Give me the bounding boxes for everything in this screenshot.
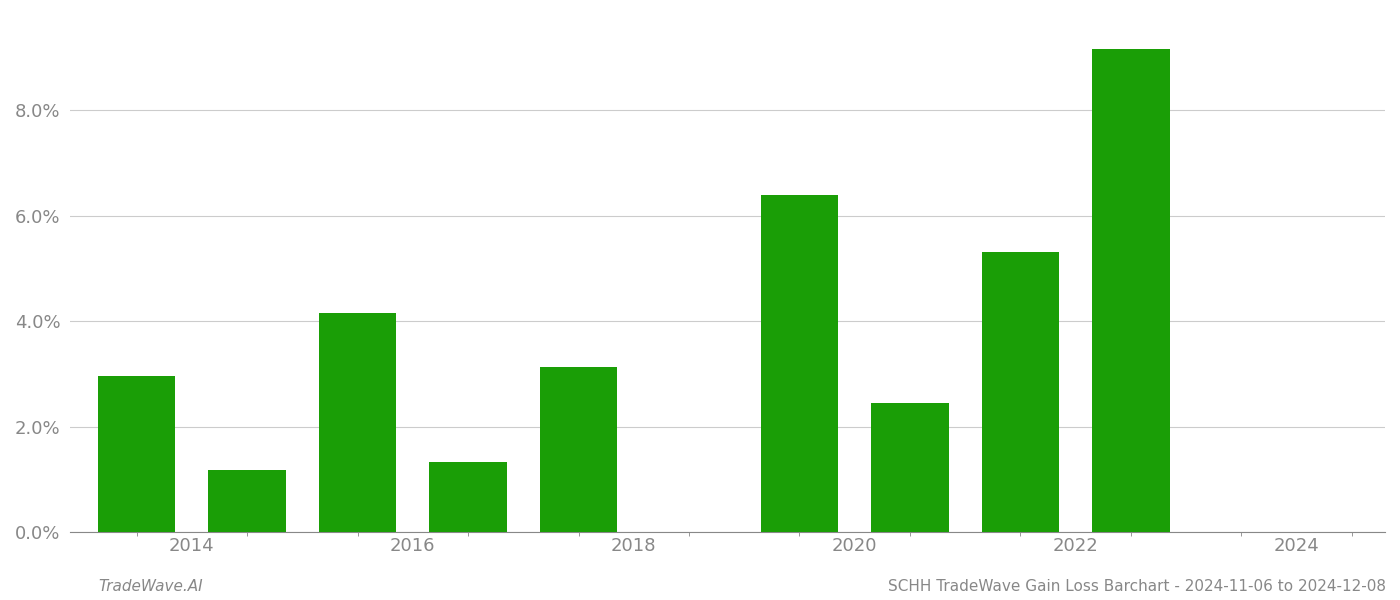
Bar xyxy=(760,196,839,532)
Bar xyxy=(1092,49,1169,532)
Bar xyxy=(98,376,175,532)
Text: SCHH TradeWave Gain Loss Barchart - 2024-11-06 to 2024-12-08: SCHH TradeWave Gain Loss Barchart - 2024… xyxy=(888,579,1386,594)
Bar xyxy=(981,253,1058,532)
Bar xyxy=(319,313,396,532)
Bar xyxy=(209,470,286,532)
Bar xyxy=(430,463,507,532)
Text: TradeWave.AI: TradeWave.AI xyxy=(98,579,203,594)
Bar xyxy=(871,403,949,532)
Bar xyxy=(540,367,617,532)
